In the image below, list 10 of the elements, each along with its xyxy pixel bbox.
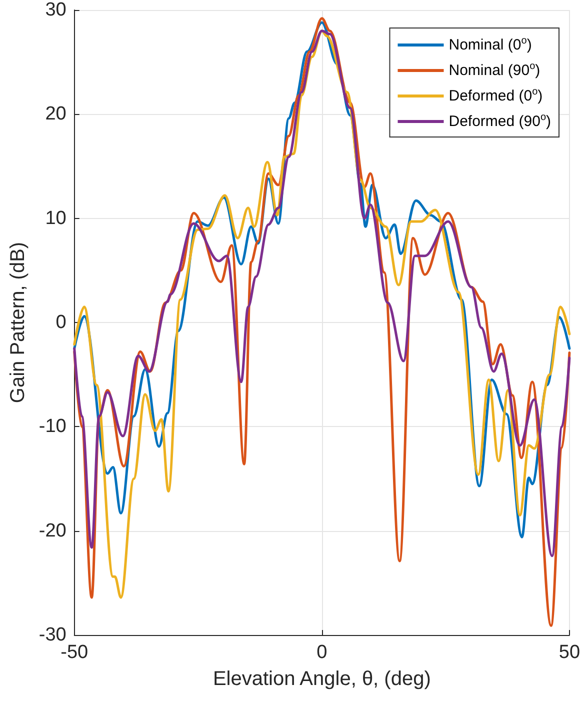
x-tick-label: 0 [316,642,328,663]
y-tick-label: -20 [38,520,66,542]
x-axis-title: Elevation Angle, θ, (deg) [212,668,431,690]
y-tick-label: 0 [56,312,66,333]
y-tick-label: 20 [45,104,66,125]
x-tick-label: 50 [558,642,580,663]
y-tick-label: 30 [45,0,66,20]
y-tick-label: 10 [45,208,66,229]
y-tick-label: -10 [38,416,66,438]
y-axis-title: Gain Pattern, (dB) [7,242,29,404]
